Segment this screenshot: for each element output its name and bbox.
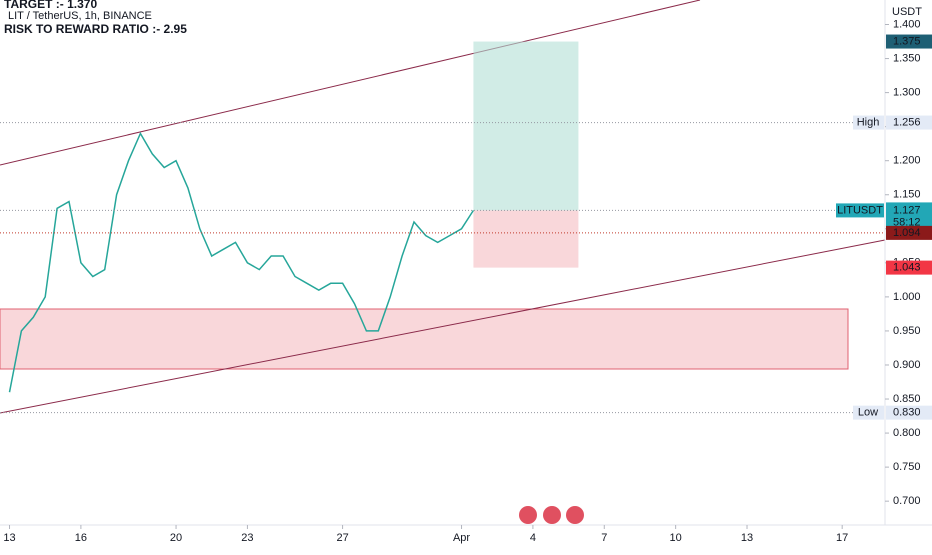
x-tick-label: 27 — [336, 532, 348, 544]
header-target: TARGET :- 1.370 — [4, 0, 97, 11]
header-risk-reward: RISK TO REWARD RATIO :- 2.95 — [4, 22, 187, 36]
x-tick-label: 10 — [670, 532, 682, 544]
y-tick-label: 0.750 — [893, 461, 921, 473]
x-tick-label: 20 — [170, 532, 182, 544]
price-label-name: High — [857, 116, 880, 128]
x-tick-label: 23 — [241, 532, 253, 544]
price-label: 1.127 — [893, 204, 921, 216]
y-tick-label: 1.000 — [893, 291, 921, 303]
price-label: 1.256 — [893, 116, 921, 128]
price-label-box — [886, 405, 932, 420]
channel-top — [0, 0, 701, 166]
x-tick-label: 4 — [530, 532, 536, 544]
x-tick-label: 7 — [601, 532, 607, 544]
price-label-name-box — [853, 405, 884, 420]
price-label: 1.043 — [893, 262, 921, 274]
price-label-box — [886, 115, 932, 130]
price-label-name: Low — [858, 407, 878, 419]
price-label-name: LITUSDT — [837, 204, 883, 216]
y-tick-label: 1.150 — [893, 189, 921, 201]
y-tick-label: 1.350 — [893, 52, 921, 64]
demand-zone — [0, 308, 849, 370]
price-label-box — [886, 202, 932, 229]
price-label-name-box — [836, 203, 884, 218]
price-label-box — [886, 225, 932, 240]
y-tick-label: 1.400 — [893, 18, 921, 30]
price-label-name-box — [853, 115, 884, 130]
y-tick-label: 0.700 — [893, 495, 921, 507]
x-tick-label: 16 — [75, 532, 87, 544]
event-icons — [519, 506, 584, 524]
target-zone — [473, 41, 579, 211]
x-tick-label: 17 — [836, 532, 848, 544]
axis-unit: USDT — [892, 6, 922, 18]
y-tick-label: 0.900 — [893, 359, 921, 371]
price-label: 1.094 — [893, 227, 921, 239]
header-symbol: LIT / TetherUS, 1h, BINANCE — [8, 10, 152, 22]
price-label-box — [886, 260, 932, 275]
price-label: 1.375 — [893, 35, 921, 47]
y-tick-label: 1.200 — [893, 155, 921, 167]
stop-zone — [473, 210, 579, 268]
channel-bottom — [0, 239, 886, 414]
x-tick-label: 13 — [3, 532, 15, 544]
x-tick-label: Apr — [453, 532, 470, 544]
y-tick-label: 1.300 — [893, 87, 921, 99]
y-tick-label: 0.800 — [893, 427, 921, 439]
y-tick-label: 0.950 — [893, 325, 921, 337]
y-tick-label: 0.850 — [893, 393, 921, 405]
price-label: 0.830 — [893, 407, 921, 419]
header-box — [0, 0, 178, 38]
price-line — [8, 131, 475, 393]
x-tick-label: 13 — [741, 532, 753, 544]
price-label-box — [886, 34, 932, 49]
price-countdown: 58:12 — [893, 216, 921, 228]
